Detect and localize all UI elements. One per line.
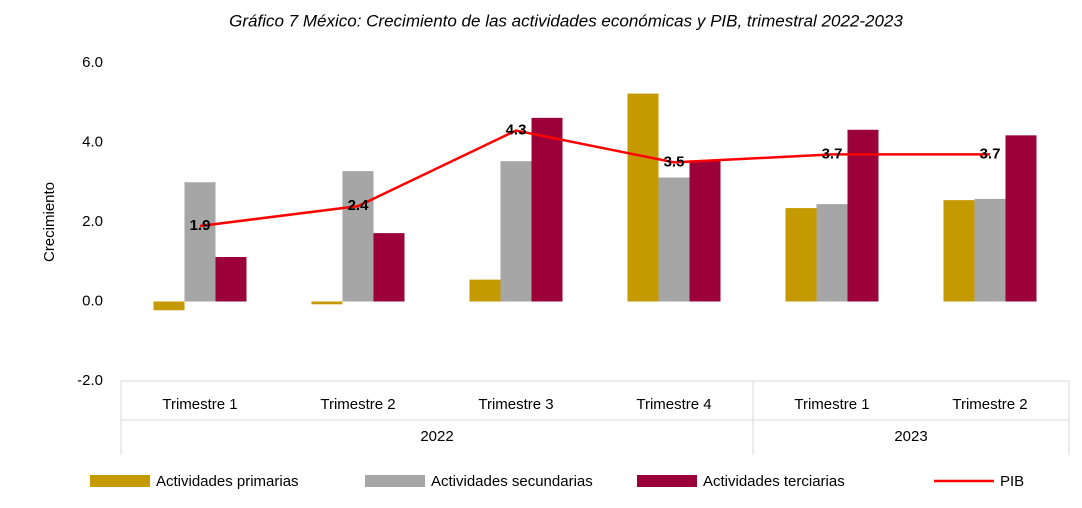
bar <box>1005 135 1037 302</box>
bar <box>943 200 975 302</box>
bar <box>658 177 690 302</box>
bar <box>342 171 374 302</box>
bar <box>689 160 721 302</box>
group-label: 2022 <box>420 428 453 445</box>
data-label: 3.7 <box>980 145 1001 162</box>
legend-label: Actividades secundarias <box>431 473 593 490</box>
legend-swatch <box>365 475 425 487</box>
y-tick-label: -2.0 <box>77 372 103 389</box>
bar <box>500 161 532 302</box>
legend-label: Actividades primarias <box>156 473 299 490</box>
bar <box>311 301 343 305</box>
bar <box>469 279 501 302</box>
bar <box>974 198 1006 302</box>
bar <box>373 233 405 302</box>
y-tick-label: 4.0 <box>82 133 103 150</box>
data-label: 3.7 <box>822 145 843 162</box>
bar <box>627 93 659 302</box>
data-label: 4.3 <box>506 122 527 139</box>
bar <box>847 129 879 302</box>
chart-title: Gráfico 7 México: Crecimiento de las act… <box>229 11 903 30</box>
bar <box>215 256 247 302</box>
x-tick-label: Trimestre 1 <box>794 396 869 413</box>
data-label: 3.5 <box>664 153 685 170</box>
bar <box>184 182 216 302</box>
y-tick-label: 6.0 <box>82 54 103 71</box>
x-tick-label: Trimestre 4 <box>636 396 711 413</box>
x-tick-label: Trimestre 1 <box>162 396 237 413</box>
bar <box>153 301 185 311</box>
data-label: 2.4 <box>348 197 370 214</box>
legend-label: PIB <box>1000 473 1024 490</box>
bar <box>785 208 817 302</box>
legend-swatch <box>90 475 150 487</box>
x-tick-label: Trimestre 2 <box>952 396 1027 413</box>
y-axis-label: Crecimiento <box>41 182 58 262</box>
bar <box>816 204 848 302</box>
data-label: 1.9 <box>190 217 211 234</box>
x-tick-label: Trimestre 2 <box>320 396 395 413</box>
group-label: 2023 <box>894 428 927 445</box>
bar <box>531 117 563 302</box>
y-tick-label: 2.0 <box>82 213 103 230</box>
y-tick-label: 0.0 <box>82 292 103 309</box>
legend-swatch <box>637 475 697 487</box>
x-tick-label: Trimestre 3 <box>478 396 553 413</box>
line <box>199 129 990 228</box>
legend-label: Actividades terciarias <box>703 473 845 490</box>
